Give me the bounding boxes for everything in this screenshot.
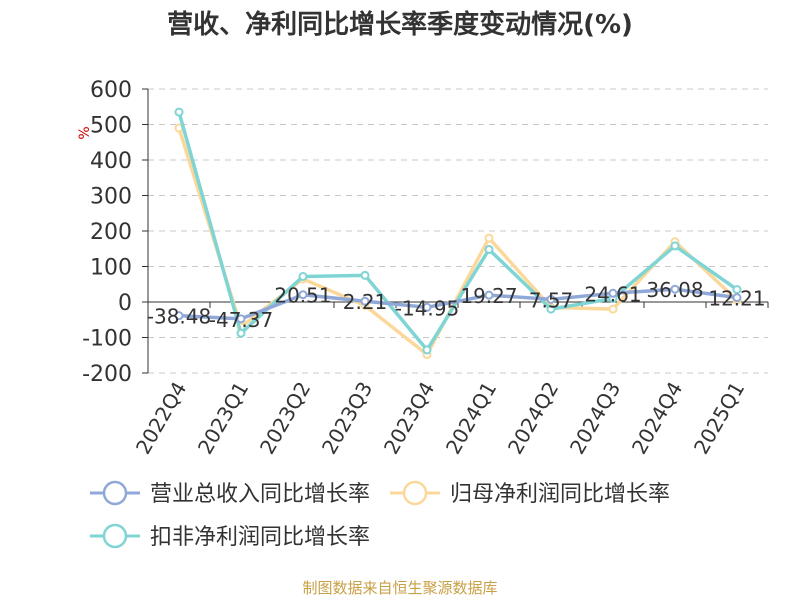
y-tick-label: 600 bbox=[90, 78, 132, 103]
data-label: 12.21 bbox=[708, 287, 765, 311]
source-note: 制图数据来自恒生聚源数据库 bbox=[302, 579, 497, 597]
data-label: 19.27 bbox=[460, 284, 517, 308]
data-point bbox=[174, 311, 184, 321]
y-tick-label: 500 bbox=[90, 114, 132, 139]
legend-label: 扣非净利润同比增长率 bbox=[150, 525, 370, 550]
data-point bbox=[236, 314, 246, 324]
y-tick-label: 400 bbox=[90, 149, 132, 174]
data-label: -47.37 bbox=[209, 308, 273, 332]
data-label: -14.95 bbox=[395, 296, 459, 320]
data-point bbox=[732, 285, 742, 295]
data-point bbox=[360, 270, 370, 280]
data-point bbox=[484, 244, 494, 254]
data-point bbox=[298, 290, 308, 300]
x-tick-label: 2024Q1 bbox=[441, 378, 501, 459]
data-point bbox=[608, 288, 618, 298]
data-point bbox=[670, 284, 680, 294]
data-point bbox=[608, 304, 618, 314]
x-tick-label: 2024Q4 bbox=[627, 378, 687, 459]
data-label: 20.51 bbox=[274, 284, 331, 308]
data-label: 2.21 bbox=[343, 290, 388, 314]
data-point bbox=[298, 271, 308, 281]
y-tick-label: -100 bbox=[82, 327, 132, 352]
data-point bbox=[236, 328, 246, 338]
y-tick-label: 200 bbox=[90, 220, 132, 245]
x-tick-label: 2023Q4 bbox=[379, 378, 439, 459]
x-tick-label: 2023Q1 bbox=[193, 378, 253, 459]
data-label: 7.57 bbox=[529, 288, 574, 312]
y-tick-label: 300 bbox=[90, 185, 132, 210]
y-tick-label: 100 bbox=[90, 256, 132, 281]
data-point bbox=[174, 107, 184, 117]
chart-title: 营收、净利同比增长率季度变动情况(%) bbox=[167, 9, 633, 40]
legend-label: 营业总收入同比增长率 bbox=[150, 482, 370, 507]
data-label: 36.08 bbox=[646, 278, 703, 302]
legend-label: 归母净利润同比增长率 bbox=[450, 482, 670, 507]
series-layer bbox=[174, 107, 742, 360]
legend-marker bbox=[102, 480, 128, 506]
data-point bbox=[484, 290, 494, 300]
legend-marker bbox=[102, 523, 128, 549]
x-tick-label: 2023Q3 bbox=[317, 378, 377, 459]
data-point bbox=[484, 233, 494, 243]
data-point bbox=[546, 294, 556, 304]
data-point bbox=[360, 296, 370, 306]
series-line-0 bbox=[178, 287, 738, 321]
grid-lines bbox=[148, 88, 768, 374]
data-point bbox=[670, 241, 680, 251]
data-point bbox=[422, 302, 432, 312]
y-tick-label: -200 bbox=[82, 362, 132, 387]
legend-marker bbox=[402, 480, 428, 506]
x-tick-label: 2023Q2 bbox=[255, 378, 315, 459]
data-point bbox=[732, 293, 742, 303]
y-tick-label: 0 bbox=[118, 291, 132, 316]
data-label: -38.48 bbox=[147, 305, 211, 329]
data-point bbox=[546, 304, 556, 314]
x-tick-label: 2025Q1 bbox=[689, 378, 749, 459]
y-axis-unit: % bbox=[77, 126, 93, 139]
data-point bbox=[422, 345, 432, 355]
x-tick-label: 2024Q3 bbox=[565, 378, 625, 459]
x-tick-label: 2022Q4 bbox=[131, 378, 191, 459]
data-label: 24.61 bbox=[584, 282, 641, 306]
x-tick-label: 2024Q2 bbox=[503, 378, 563, 459]
